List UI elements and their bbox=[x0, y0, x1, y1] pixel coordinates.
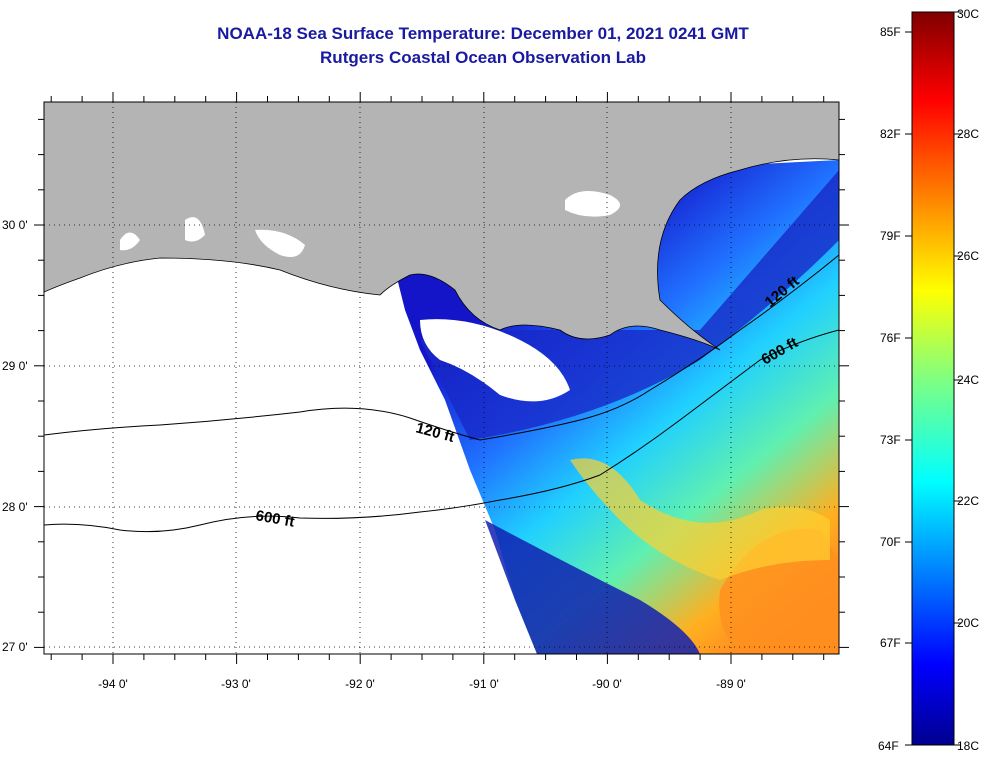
axis-ticks bbox=[34, 92, 849, 664]
contour-600ft-east bbox=[599, 329, 839, 476]
lat-label: 30 0' bbox=[2, 218, 28, 232]
colorbar-f-label: 67F bbox=[880, 636, 901, 650]
cloud-patch bbox=[420, 319, 570, 402]
colorbar-f-label: 73F bbox=[880, 433, 901, 447]
warm-tongue bbox=[570, 458, 830, 580]
contour-600ft-west bbox=[44, 474, 601, 533]
colorbar-ticks bbox=[905, 11, 961, 746]
lon-label: -89 0' bbox=[716, 677, 746, 691]
cold-water-band bbox=[485, 520, 700, 654]
lon-label: -93 0' bbox=[221, 677, 251, 691]
colorbar-f-label: 70F bbox=[880, 535, 901, 549]
cloud-patch bbox=[120, 232, 140, 251]
lon-label: -90 0' bbox=[592, 677, 622, 691]
cloud-patch bbox=[185, 217, 205, 242]
lon-label: -91 0' bbox=[469, 677, 499, 691]
lon-label: -94 0' bbox=[98, 677, 128, 691]
colorbar-c-label: 30C bbox=[957, 7, 979, 21]
colorbar-f-label: 79F bbox=[880, 229, 901, 243]
colorbar-f-label: 82F bbox=[880, 127, 901, 141]
cloud-patch bbox=[565, 191, 620, 217]
colorbar-f-label: 64F bbox=[878, 739, 899, 753]
colorbar-c-label: 24C bbox=[957, 373, 979, 387]
contour-120ft-east bbox=[479, 254, 839, 441]
map-title: NOAA-18 Sea Surface Temperature: Decembe… bbox=[217, 24, 749, 43]
colorbar-f-label: 76F bbox=[880, 331, 901, 345]
lat-label: 29 0' bbox=[2, 359, 28, 373]
map-subtitle: Rutgers Coastal Ocean Observation Lab bbox=[320, 48, 646, 67]
lat-label: 27 0' bbox=[2, 640, 28, 654]
lat-label: 28 0' bbox=[2, 500, 28, 514]
cloud-patch bbox=[255, 229, 305, 258]
map-border bbox=[43, 101, 840, 655]
colorbar-c-label: 18C bbox=[957, 739, 979, 753]
land-area bbox=[44, 102, 839, 351]
colorbar-c-label: 20C bbox=[957, 616, 979, 630]
contour-120ft-west bbox=[44, 407, 481, 441]
colorbar-c-label: 22C bbox=[957, 494, 979, 508]
graticule bbox=[44, 102, 839, 654]
colorbar bbox=[911, 11, 955, 746]
contour-label-600ft-west: 600 ft bbox=[254, 507, 296, 531]
colorbar-c-label: 28C bbox=[957, 127, 979, 141]
colorbar-f-label: 85F bbox=[880, 25, 901, 39]
colorbar-c-label: 26C bbox=[957, 249, 979, 263]
lon-label: -92 0' bbox=[345, 677, 375, 691]
